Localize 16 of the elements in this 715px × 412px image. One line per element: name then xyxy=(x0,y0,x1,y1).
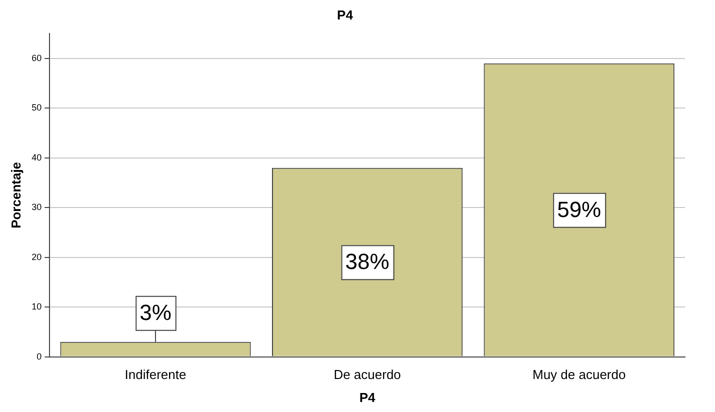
y-tick-label: 20 xyxy=(32,252,42,262)
y-tick-label: 60 xyxy=(32,52,42,63)
x-tick-label: Muy de acuerdo xyxy=(532,367,626,382)
y-tick-label: 30 xyxy=(32,202,42,212)
chart-title: P4 xyxy=(337,7,354,22)
data-label: 38% xyxy=(345,249,390,274)
y-tick-label: 50 xyxy=(32,102,42,113)
y-tick-label: 0 xyxy=(36,351,42,362)
data-label: 3% xyxy=(140,300,172,325)
x-tick-label: De acuerdo xyxy=(334,367,401,382)
x-axis-title: P4 xyxy=(359,390,376,405)
x-tick-label: Indiferente xyxy=(124,367,186,382)
y-tick-label: 40 xyxy=(32,152,42,162)
y-tick-label: 10 xyxy=(32,302,42,312)
data-label: 59% xyxy=(557,196,602,222)
y-axis-title: Porcentaje xyxy=(8,162,24,228)
